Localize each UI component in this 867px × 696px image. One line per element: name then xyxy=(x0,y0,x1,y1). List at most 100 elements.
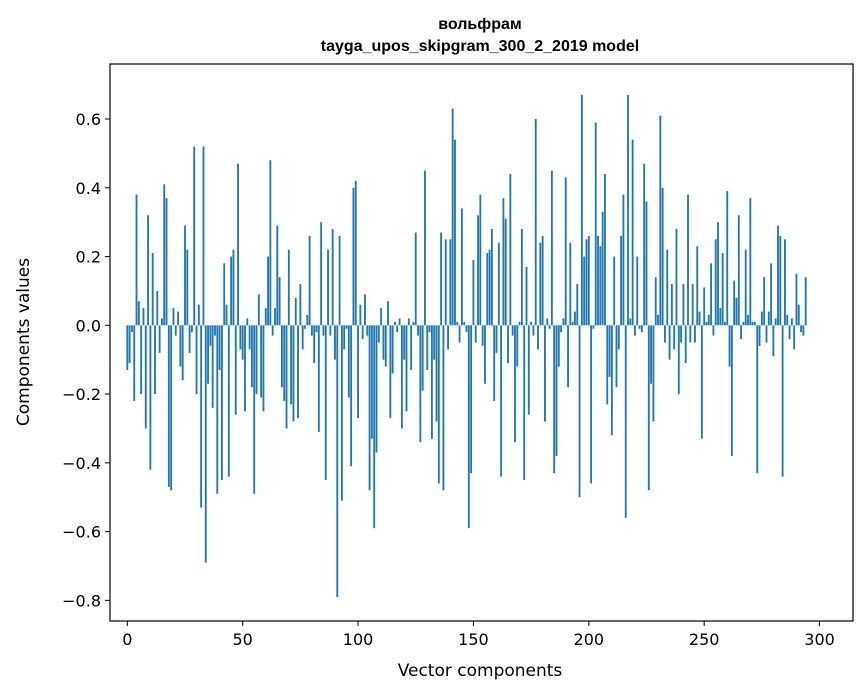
y-tick-label: 0.6 xyxy=(76,110,101,129)
bar xyxy=(137,301,140,326)
x-tick-label: 50 xyxy=(232,630,252,649)
bar xyxy=(179,325,182,367)
bar xyxy=(230,256,233,326)
bar xyxy=(440,232,443,326)
x-tick-label: 300 xyxy=(804,630,835,649)
bar xyxy=(643,163,646,326)
bar xyxy=(760,311,763,326)
bar xyxy=(520,229,523,326)
bar xyxy=(304,325,306,329)
bar xyxy=(354,180,357,326)
bar xyxy=(606,325,609,405)
bar xyxy=(793,325,796,350)
bar xyxy=(571,321,574,326)
bar xyxy=(802,325,805,336)
bar xyxy=(470,325,473,474)
bar xyxy=(301,325,304,350)
bar xyxy=(624,325,627,518)
bar xyxy=(717,222,719,326)
bar xyxy=(615,325,618,388)
bar xyxy=(340,325,343,501)
bar xyxy=(220,325,223,481)
bar xyxy=(576,284,579,326)
bar xyxy=(689,325,692,343)
bar xyxy=(426,325,429,371)
bar xyxy=(380,308,383,326)
bar xyxy=(317,325,320,432)
bar xyxy=(246,318,249,326)
bar xyxy=(467,325,470,529)
bar xyxy=(677,325,680,395)
bar xyxy=(629,318,632,326)
bar xyxy=(481,325,484,346)
x-axis-label: Vector components xyxy=(398,661,563,681)
bar xyxy=(578,325,581,498)
bar xyxy=(502,198,505,326)
bar xyxy=(758,325,761,346)
bar xyxy=(394,321,396,326)
bar xyxy=(454,139,456,326)
bar xyxy=(172,308,175,326)
bar xyxy=(223,263,226,326)
bar xyxy=(204,325,207,563)
bar xyxy=(636,256,639,326)
bar xyxy=(488,249,491,326)
y-tick-label: −0.6 xyxy=(62,523,101,542)
bar xyxy=(276,225,279,326)
bar xyxy=(167,325,170,487)
bar xyxy=(779,235,782,326)
bar xyxy=(781,325,784,477)
bar xyxy=(664,325,666,343)
bar xyxy=(620,235,623,326)
bar xyxy=(670,284,673,326)
bar xyxy=(280,325,283,388)
bar xyxy=(610,325,613,436)
bar xyxy=(437,325,440,484)
bar xyxy=(225,304,228,326)
bar xyxy=(675,229,678,326)
bar xyxy=(707,314,710,326)
bar xyxy=(493,325,496,401)
bar xyxy=(357,325,359,419)
bar xyxy=(297,325,299,419)
bar xyxy=(241,325,244,360)
bar xyxy=(214,325,216,336)
bar xyxy=(144,325,147,429)
bar xyxy=(740,325,743,340)
bar xyxy=(232,249,235,326)
bar xyxy=(449,239,452,326)
bar xyxy=(154,325,156,395)
bar xyxy=(294,297,297,326)
y-tick-label: 0.0 xyxy=(76,316,101,335)
bar xyxy=(237,163,239,326)
bar xyxy=(158,325,161,353)
bar xyxy=(763,277,766,326)
bar xyxy=(218,325,221,371)
bar xyxy=(647,325,650,491)
bar xyxy=(645,201,648,326)
bar xyxy=(202,146,205,326)
bar xyxy=(574,311,576,326)
bar xyxy=(350,325,353,467)
bar xyxy=(634,325,636,336)
bar xyxy=(728,325,731,367)
bar xyxy=(283,325,286,401)
chart-title: вольфрам xyxy=(438,16,522,33)
bar xyxy=(382,325,385,360)
bar xyxy=(433,325,436,360)
bar xyxy=(673,325,676,350)
bar xyxy=(373,325,376,529)
bar xyxy=(735,297,738,326)
bar xyxy=(327,249,329,326)
bar xyxy=(730,325,733,456)
bar xyxy=(405,325,408,412)
bar xyxy=(447,325,449,350)
bar xyxy=(800,325,803,333)
bar xyxy=(733,280,736,326)
bar xyxy=(126,325,129,371)
bar xyxy=(428,325,431,333)
bar xyxy=(315,325,318,333)
bar xyxy=(253,325,256,494)
bar xyxy=(474,325,477,343)
bar xyxy=(435,325,438,422)
